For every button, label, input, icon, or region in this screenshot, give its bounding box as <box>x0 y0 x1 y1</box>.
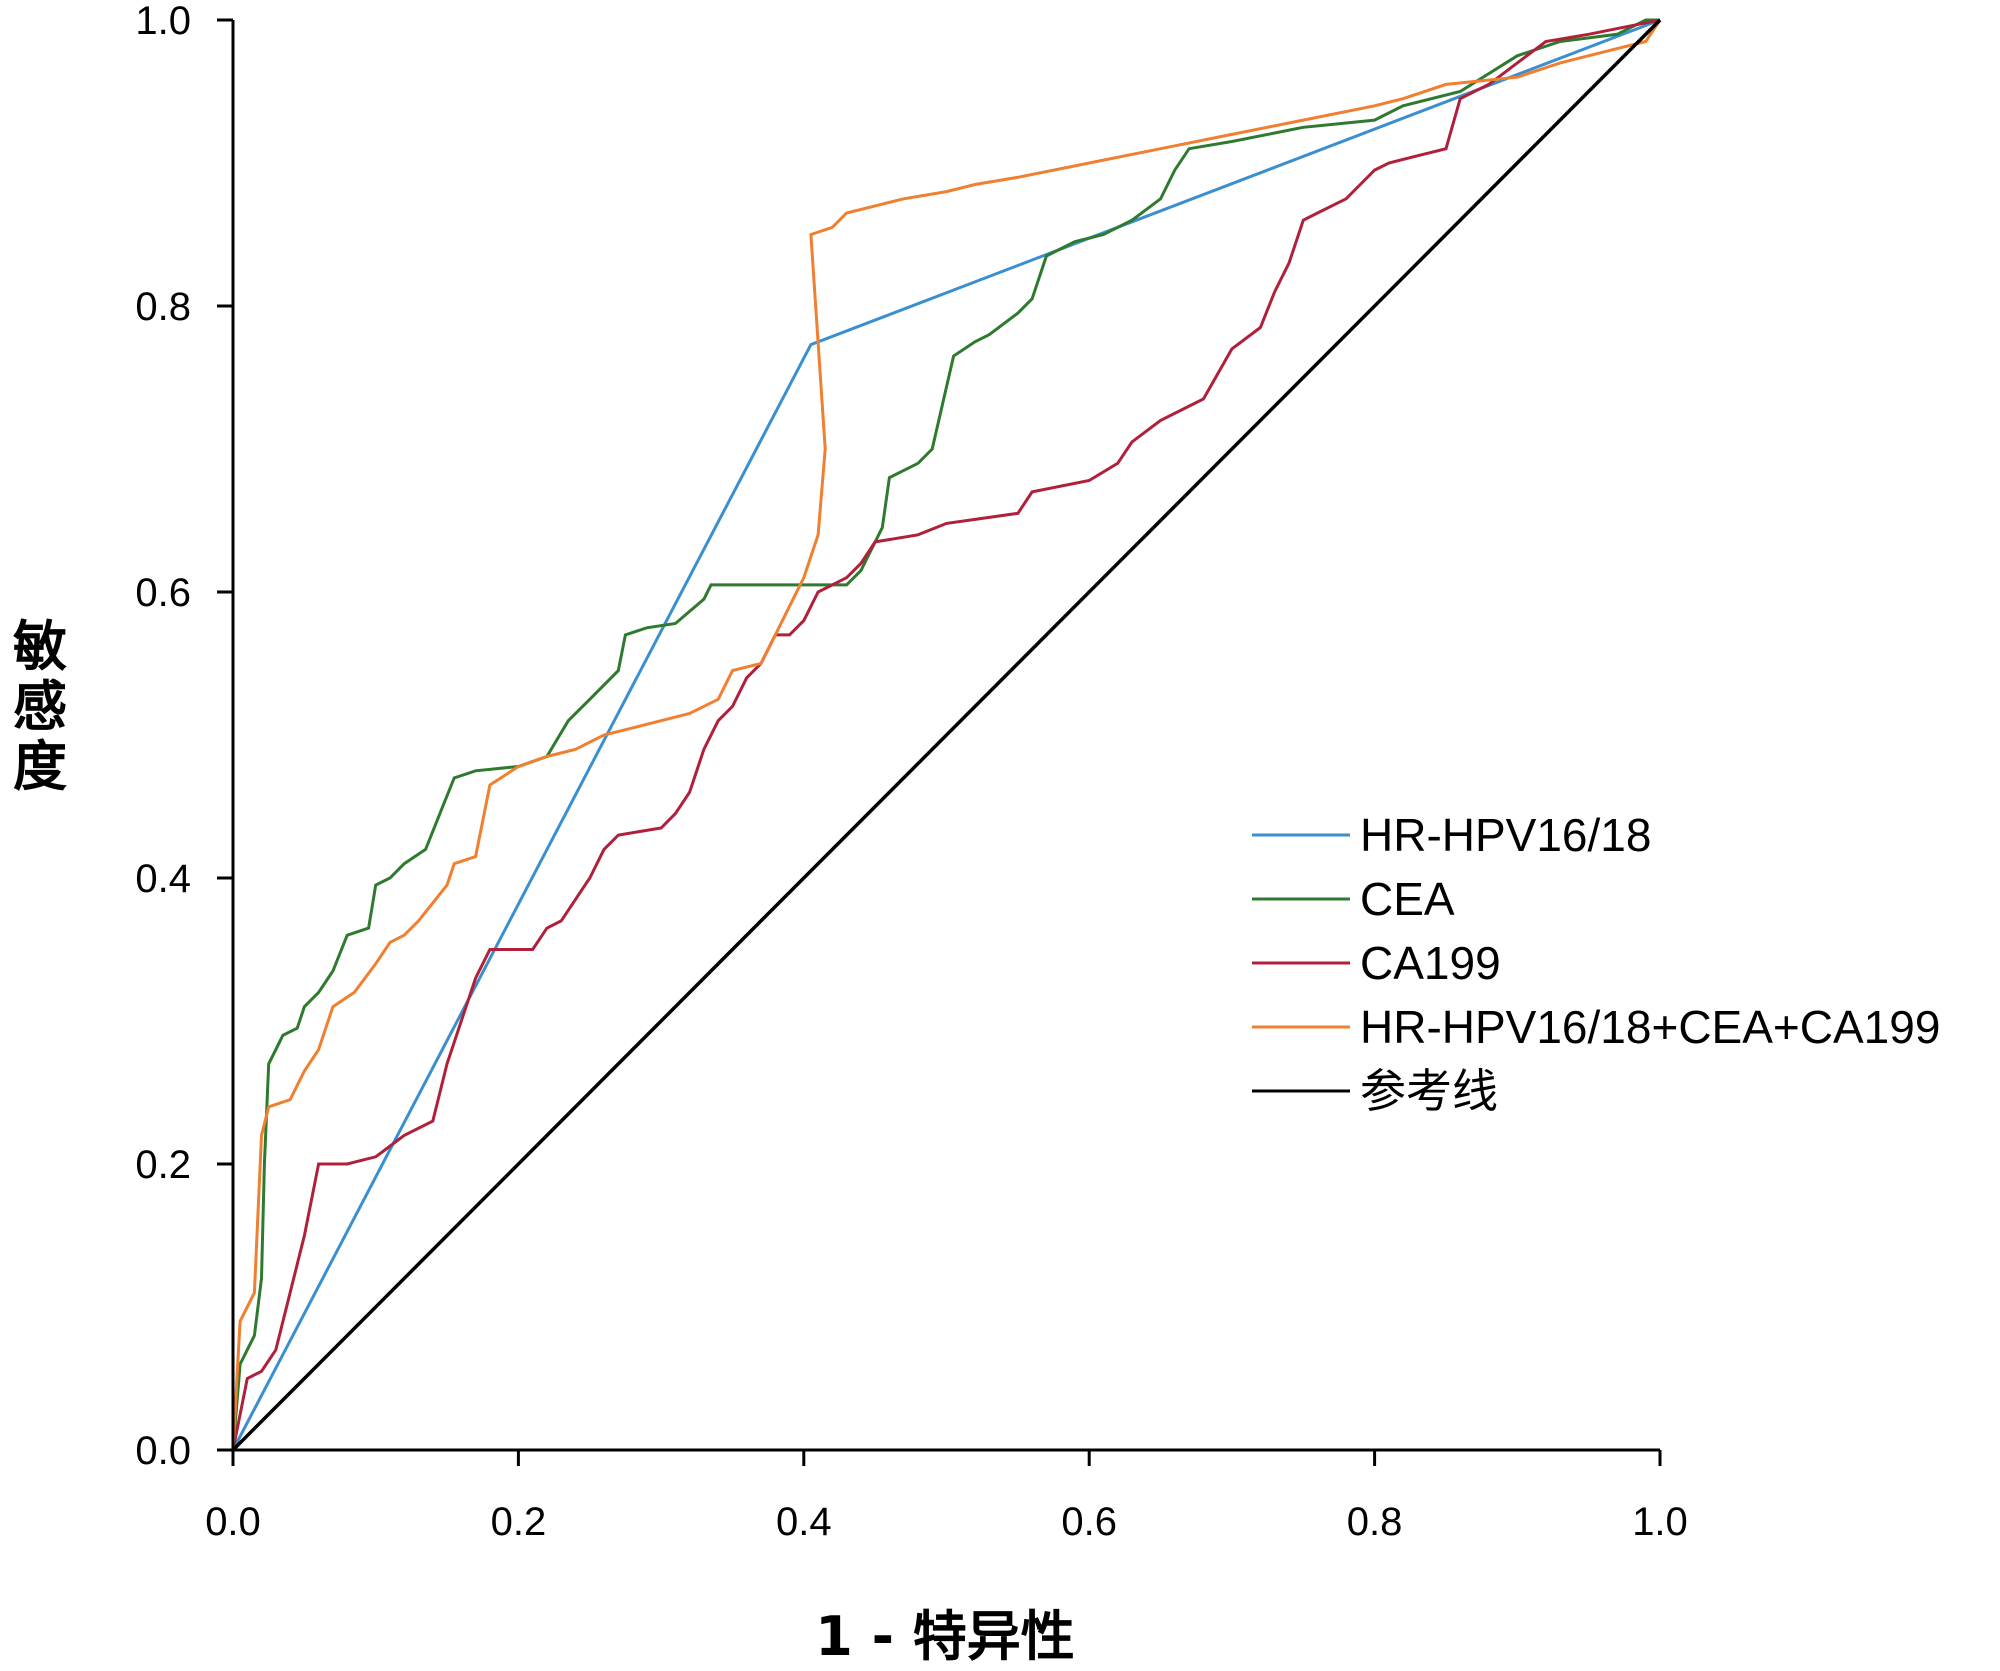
x-tick-label: 0.6 <box>1061 1500 1117 1544</box>
x-tick-label: 0.8 <box>1347 1500 1403 1544</box>
legend: HR-HPV16/18 CEA CA199 HR-HPV16/18+CEA+CA199… <box>1252 809 1940 1117</box>
y-tick-label: 0.2 <box>135 1143 191 1187</box>
series-ca199-line <box>231 18 1661 1451</box>
legend-label: CEA <box>1360 873 1455 925</box>
legend-label: 参考线 <box>1360 1065 1498 1117</box>
series-hr-hpv16-18-cea-ca199-line <box>231 19 1662 1451</box>
plot-area <box>231 18 1662 1452</box>
series-cea-line <box>231 18 1660 1451</box>
y-tick-label: 0.0 <box>135 1429 191 1473</box>
y-axis-title-char: 敏 <box>13 615 67 678</box>
y-axis-title: 敏感度 <box>13 615 67 798</box>
y-tick-label: 1.0 <box>135 0 191 43</box>
legend-label: CA199 <box>1360 937 1501 989</box>
x-tick-label: 0.0 <box>205 1500 261 1544</box>
legend-label: HR-HPV16/18 <box>1360 809 1651 861</box>
legend-label: HR-HPV16/18+CEA+CA199 <box>1360 1001 1940 1053</box>
y-axis-title-char: 感 <box>13 675 67 738</box>
y-tick-label: 0.8 <box>135 285 191 329</box>
axes: 0.0 0.2 0.4 0.6 0.8 1.0 0.0 0.2 0.4 0.6 0.8 1.0 <box>135 0 1687 1544</box>
x-tick-label: 0.2 <box>491 1500 547 1544</box>
y-axis-title-char: 度 <box>13 735 67 798</box>
series-reference-line <box>231 18 1662 1452</box>
y-tick-label: 0.6 <box>135 571 191 615</box>
y-tick-label: 0.4 <box>135 857 191 901</box>
x-tick-label: 1.0 <box>1632 1500 1688 1544</box>
x-tick-label: 0.4 <box>776 1500 832 1544</box>
x-axis-title: 1 - 特异性 <box>815 1605 1075 1668</box>
series-hr-hpv16-18-line <box>231 18 1661 1451</box>
axis-titles: 1 - 特异性 敏感度 <box>13 615 1075 1668</box>
